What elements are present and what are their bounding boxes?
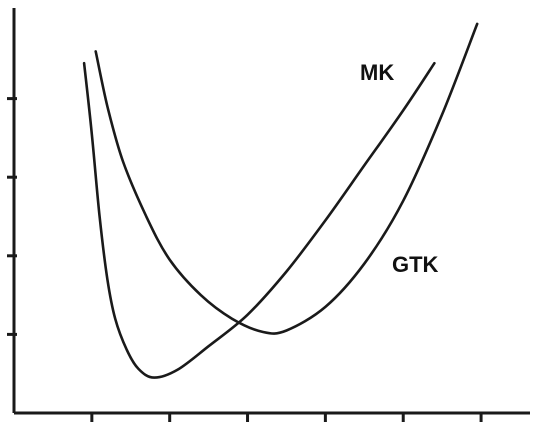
series-labels: MK GTK	[360, 60, 439, 277]
axis-ticks	[7, 97, 483, 422]
series-line-gtk	[94, 22, 479, 335]
series-line-mk	[82, 61, 436, 379]
axes	[12, 8, 530, 415]
series-label-mk: MK	[360, 60, 394, 85]
series-lines	[82, 22, 479, 379]
plot-area: MK GTK	[7, 8, 530, 422]
series-label-gtk: GTK	[392, 252, 439, 277]
